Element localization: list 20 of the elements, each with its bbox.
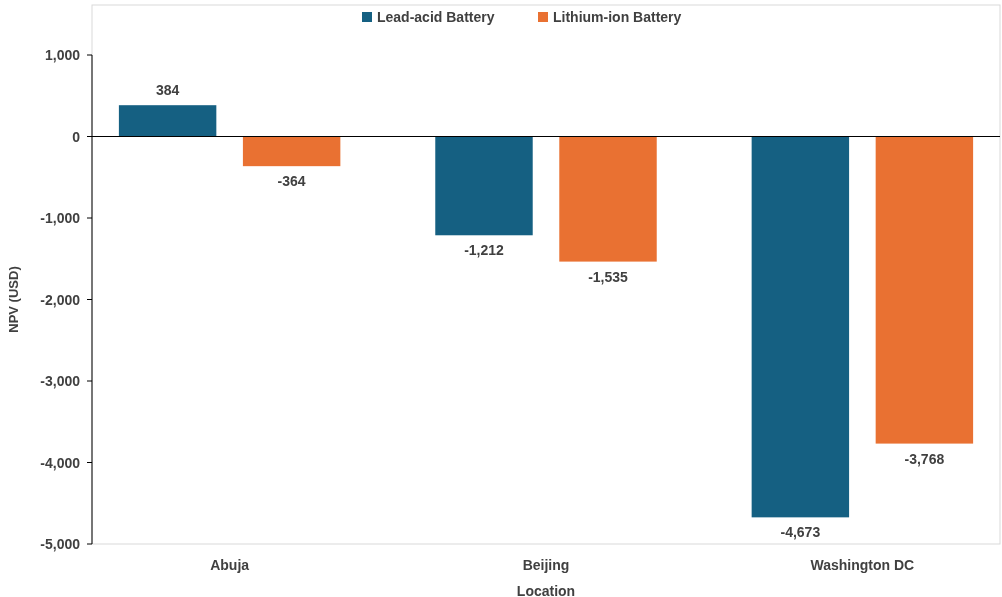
text: -364 (277, 173, 306, 190)
text: -1,535 (588, 268, 628, 285)
text: -3,768 (904, 450, 945, 467)
y-tick-label: -2,000 (40, 291, 81, 308)
x-tick-label: Abuja (210, 557, 250, 573)
y-tick-label: -4,000 (40, 454, 81, 471)
y-tick-label: 1,000 (44, 47, 81, 63)
text: 384 (155, 82, 180, 99)
x-axis-title: Location (516, 583, 576, 597)
y-axis-title: NPV (USD) (6, 266, 21, 333)
y-tick-label: -1,000 (40, 210, 81, 226)
y-tick-label: -5,000 (40, 536, 81, 552)
y-tick-label: -3,000 (40, 373, 81, 389)
text: -4,673 (780, 524, 821, 541)
y-tick-label: 0 (72, 128, 81, 145)
text: -1,212 (464, 242, 504, 259)
x-tick-label: Beijing (522, 557, 570, 573)
legend-label: Lead-acid Battery (377, 9, 495, 25)
legend-label: Lithium-ion Battery (553, 9, 682, 25)
x-tick-label: Washington DC (810, 557, 915, 573)
